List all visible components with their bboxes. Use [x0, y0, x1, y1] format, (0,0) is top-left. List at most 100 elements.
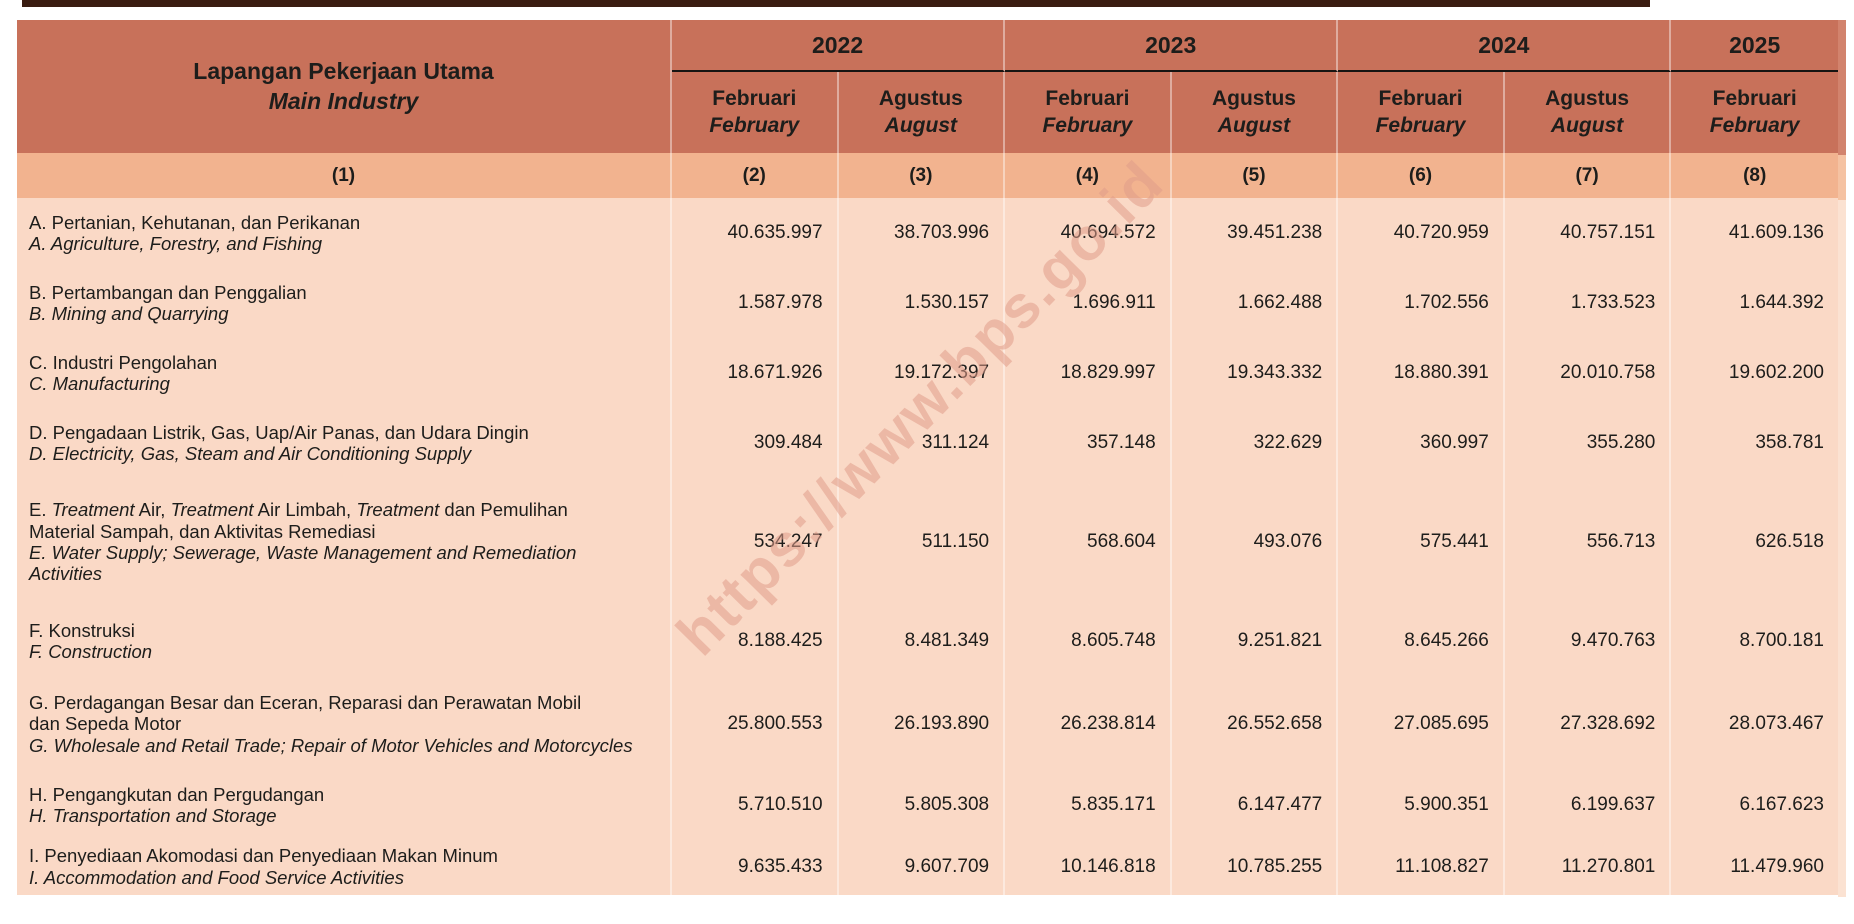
month-label-en: February [1042, 113, 1133, 137]
month-label-id: Februari [1712, 87, 1797, 111]
value-F-col8: 8.700.181 [1671, 606, 1838, 676]
month-header-agustus-2022: Agustus August [838, 72, 1006, 153]
value-H-col4: 5.835.171 [1005, 772, 1172, 838]
row-label-en: G. Wholesale and Retail Trade; Repair of… [29, 734, 633, 756]
row-label-id: E. Treatment Air, Treatment Air Limbah, … [29, 499, 568, 542]
value-E-col3: 511.150 [838, 478, 1006, 606]
row-label-en: I. Accommodation and Food Service Activi… [29, 866, 404, 888]
row-label-E: E. Treatment Air, Treatment Air Limbah, … [17, 478, 672, 606]
value-F-col2: 8.188.425 [672, 606, 839, 676]
right-crop-strip-subheader [1838, 155, 1846, 200]
row-label-en: B. Mining and Quarrying [29, 303, 229, 324]
industry-row-H: H. Pengangkutan dan Pergudangan H. Transp… [17, 772, 1838, 838]
month-header-februari-2024: Februari February [1338, 72, 1505, 153]
row-label-en: D. Electricity, Gas, Steam and Air Condi… [29, 443, 472, 464]
row-label-F: F. Konstruksi F. Construction [17, 606, 672, 676]
row-label-C: C. Industri Pengolahan C. Manufacturing [17, 338, 672, 408]
year-header-2022: 2022 [672, 20, 1006, 72]
row-label-I: I. Penyediaan Akomodasi dan Penyediaan M… [17, 838, 672, 895]
value-E-col7: 556.713 [1504, 478, 1672, 606]
value-G-col3: 26.193.890 [838, 676, 1006, 772]
row-label-en: F. Construction [29, 641, 153, 662]
month-label-en: August [884, 113, 957, 137]
value-B-col6: 1.702.556 [1338, 268, 1505, 338]
value-G-col7: 27.328.692 [1504, 676, 1672, 772]
value-D-col8: 358.781 [1671, 408, 1838, 478]
month-label-en: August [1217, 113, 1291, 137]
value-E-col5: 493.076 [1171, 478, 1339, 606]
industry-row-B: B. Pertambangan dan Penggalian B. Mining … [17, 268, 1838, 338]
row-label-id: I. Penyediaan Akomodasi dan Penyediaan M… [29, 845, 498, 867]
value-H-col6: 5.900.351 [1338, 772, 1505, 838]
value-C-col2: 18.671.926 [672, 338, 839, 408]
year-header-row: Lapangan Pekerjaan Utama Main Industry 2… [17, 20, 1838, 153]
month-header-row: Februari February Agustus August Februari Feb… [17, 72, 1838, 153]
right-crop-strip-body [1838, 200, 1846, 897]
value-I-col6: 11.108.827 [1338, 838, 1505, 895]
value-A-col6: 40.720.959 [1338, 198, 1505, 268]
value-F-col5: 9.251.821 [1171, 606, 1339, 676]
column-number-7: (7) [1504, 153, 1672, 198]
row-label-id: H. Pengangkutan dan Pergudangan [29, 783, 325, 805]
value-B-col7: 1.733.523 [1504, 268, 1672, 338]
row-label-id: F. Konstruksi [29, 619, 135, 641]
value-B-col5: 1.662.488 [1171, 268, 1339, 338]
year-header-2025: 2025 [1671, 20, 1838, 72]
value-E-col4: 568.604 [1005, 478, 1172, 606]
month-label-en: February [709, 113, 800, 137]
industry-row-A: A. Pertanian, Kehutanan, dan Perikanan A.… [17, 198, 1838, 268]
right-crop-strip [1838, 20, 1846, 897]
header-title-id: Lapangan Pekerjaan Utama [193, 57, 494, 84]
value-G-col6: 27.085.695 [1338, 676, 1505, 772]
row-label-en: C. Manufacturing [29, 373, 170, 394]
row-label-D: D. Pengadaan Listrik, Gas, Uap/Air Panas… [17, 408, 672, 478]
value-A-col8: 41.609.136 [1671, 198, 1838, 268]
value-D-col2: 309.484 [672, 408, 839, 478]
value-D-col4: 357.148 [1005, 408, 1172, 478]
industry-row-F: F. Konstruksi F. Construction 8.188.425 8.4… [17, 606, 1838, 676]
value-C-col5: 19.343.332 [1171, 338, 1339, 408]
industry-row-C: C. Industri Pengolahan C. Manufacturing 18… [17, 338, 1838, 408]
value-H-col7: 6.199.637 [1504, 772, 1672, 838]
value-I-col7: 11.270.801 [1504, 838, 1672, 895]
value-I-col8: 11.479.960 [1671, 838, 1838, 895]
value-D-col7: 355.280 [1504, 408, 1672, 478]
value-B-col8: 1.644.392 [1671, 268, 1838, 338]
month-label-en: August [1550, 113, 1624, 137]
value-H-col2: 5.710.510 [672, 772, 839, 838]
value-A-col3: 38.703.996 [838, 198, 1006, 268]
row-label-id: A. Pertanian, Kehutanan, dan Perikanan [29, 211, 361, 233]
column-number-row: (1) (2) (3) (4) (5) (6) (7) (8) [17, 153, 1838, 198]
value-D-col6: 360.997 [1338, 408, 1505, 478]
value-I-col3: 9.607.709 [838, 838, 1006, 895]
value-I-col4: 10.146.818 [1005, 838, 1172, 895]
month-label-id: Agustus [1545, 87, 1630, 111]
table-header: Lapangan Pekerjaan Utama Main Industry 2… [17, 20, 1838, 198]
row-label-H: H. Pengangkutan dan Pergudangan H. Transp… [17, 772, 672, 838]
value-D-col5: 322.629 [1171, 408, 1339, 478]
month-header-februari-2025: Februari February [1671, 72, 1838, 153]
column-number-2: (2) [672, 153, 839, 198]
column-number-8: (8) [1671, 153, 1838, 198]
value-C-col6: 18.880.391 [1338, 338, 1505, 408]
value-E-col2: 534.247 [672, 478, 839, 606]
month-label-id: Februari [1045, 87, 1130, 111]
row-label-en: H. Transportation and Storage [29, 805, 277, 826]
month-label-id: Februari [1378, 87, 1463, 111]
value-G-col4: 26.238.814 [1005, 676, 1172, 772]
value-A-col4: 40.694.572 [1005, 198, 1172, 268]
year-header-2023: 2023 [1005, 20, 1339, 72]
column-number-1: (1) [17, 153, 672, 198]
value-A-col2: 40.635.997 [672, 198, 839, 268]
top-crop-bar [22, 0, 1650, 7]
value-B-col4: 1.696.911 [1005, 268, 1172, 338]
value-A-col7: 40.757.151 [1504, 198, 1672, 268]
month-label-en: February [1709, 113, 1800, 137]
value-C-col8: 19.602.200 [1671, 338, 1838, 408]
value-H-col3: 5.805.308 [838, 772, 1006, 838]
row-label-id: C. Industri Pengolahan [29, 351, 218, 373]
month-label-id: Agustus [1211, 87, 1296, 111]
column-number-4: (4) [1005, 153, 1172, 198]
value-F-col3: 8.481.349 [838, 606, 1006, 676]
